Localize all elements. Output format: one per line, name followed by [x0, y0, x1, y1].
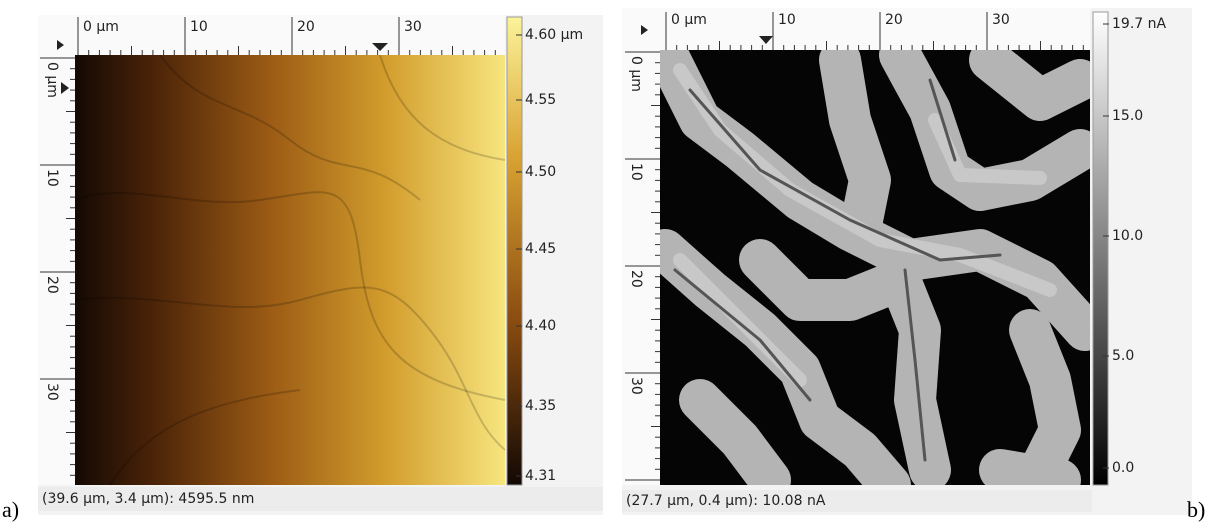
colorbar: [1093, 12, 1108, 485]
x-ruler-label: 0 µm: [671, 12, 707, 28]
y-ruler-label: 20: [44, 276, 60, 294]
figure: (39.6 µm, 3.4 µm): 4595.5 nm: [0, 0, 1215, 525]
left-ruler: [38, 55, 75, 485]
y-ruler-label: 30: [44, 383, 60, 401]
y-ruler-label: 10: [44, 169, 60, 187]
colorbar-label: 10.0: [1112, 228, 1143, 244]
left-ruler: [622, 50, 660, 485]
colorbar-label: 4.45: [525, 241, 556, 257]
x-ruler-label: 20: [297, 19, 315, 35]
y-ruler-label: 30: [628, 377, 644, 395]
colorbar-label: 4.40: [525, 318, 556, 334]
x-ruler-label: 0 µm: [83, 19, 119, 35]
y-ruler-label: 20: [628, 270, 644, 288]
x-ruler-label: 10: [190, 19, 208, 35]
panel-label: b): [1187, 497, 1205, 522]
colorbar-label: 15.0: [1112, 108, 1143, 124]
colorbar: [507, 17, 522, 485]
colorbar-label: 0.0: [1112, 460, 1134, 476]
colorbar-label: 4.55: [525, 92, 556, 108]
colorbar-label: 5.0: [1112, 348, 1134, 364]
y-ruler-label: 0 µm: [628, 56, 644, 92]
panel-label: a): [2, 497, 19, 522]
x-ruler-label: 10: [778, 12, 796, 28]
colorbar-label: 4.35: [525, 398, 556, 414]
y-ruler-label: 10: [628, 163, 644, 181]
colorbar-label: 4.60 µm: [525, 27, 583, 43]
colorbar-label: 4.50: [525, 164, 556, 180]
x-ruler-label: 30: [404, 19, 422, 35]
colorbar-label: 19.7 nA: [1112, 16, 1166, 32]
x-ruler-label: 20: [885, 12, 903, 28]
status-text: (39.6 µm, 3.4 µm): 4595.5 nm: [42, 491, 254, 507]
y-ruler-label: 0 µm: [44, 62, 60, 98]
panel-b: (27.7 µm, 0.4 µm): 10.08 nA: [622, 8, 1192, 515]
status-text: (27.7 µm, 0.4 µm): 10.08 nA: [626, 493, 826, 509]
colorbar-label: 4.31: [525, 468, 556, 484]
panel-a: (39.6 µm, 3.4 µm): 4595.5 nm: [38, 15, 603, 515]
x-ruler-label: 30: [992, 12, 1010, 28]
height-map: [75, 55, 505, 485]
